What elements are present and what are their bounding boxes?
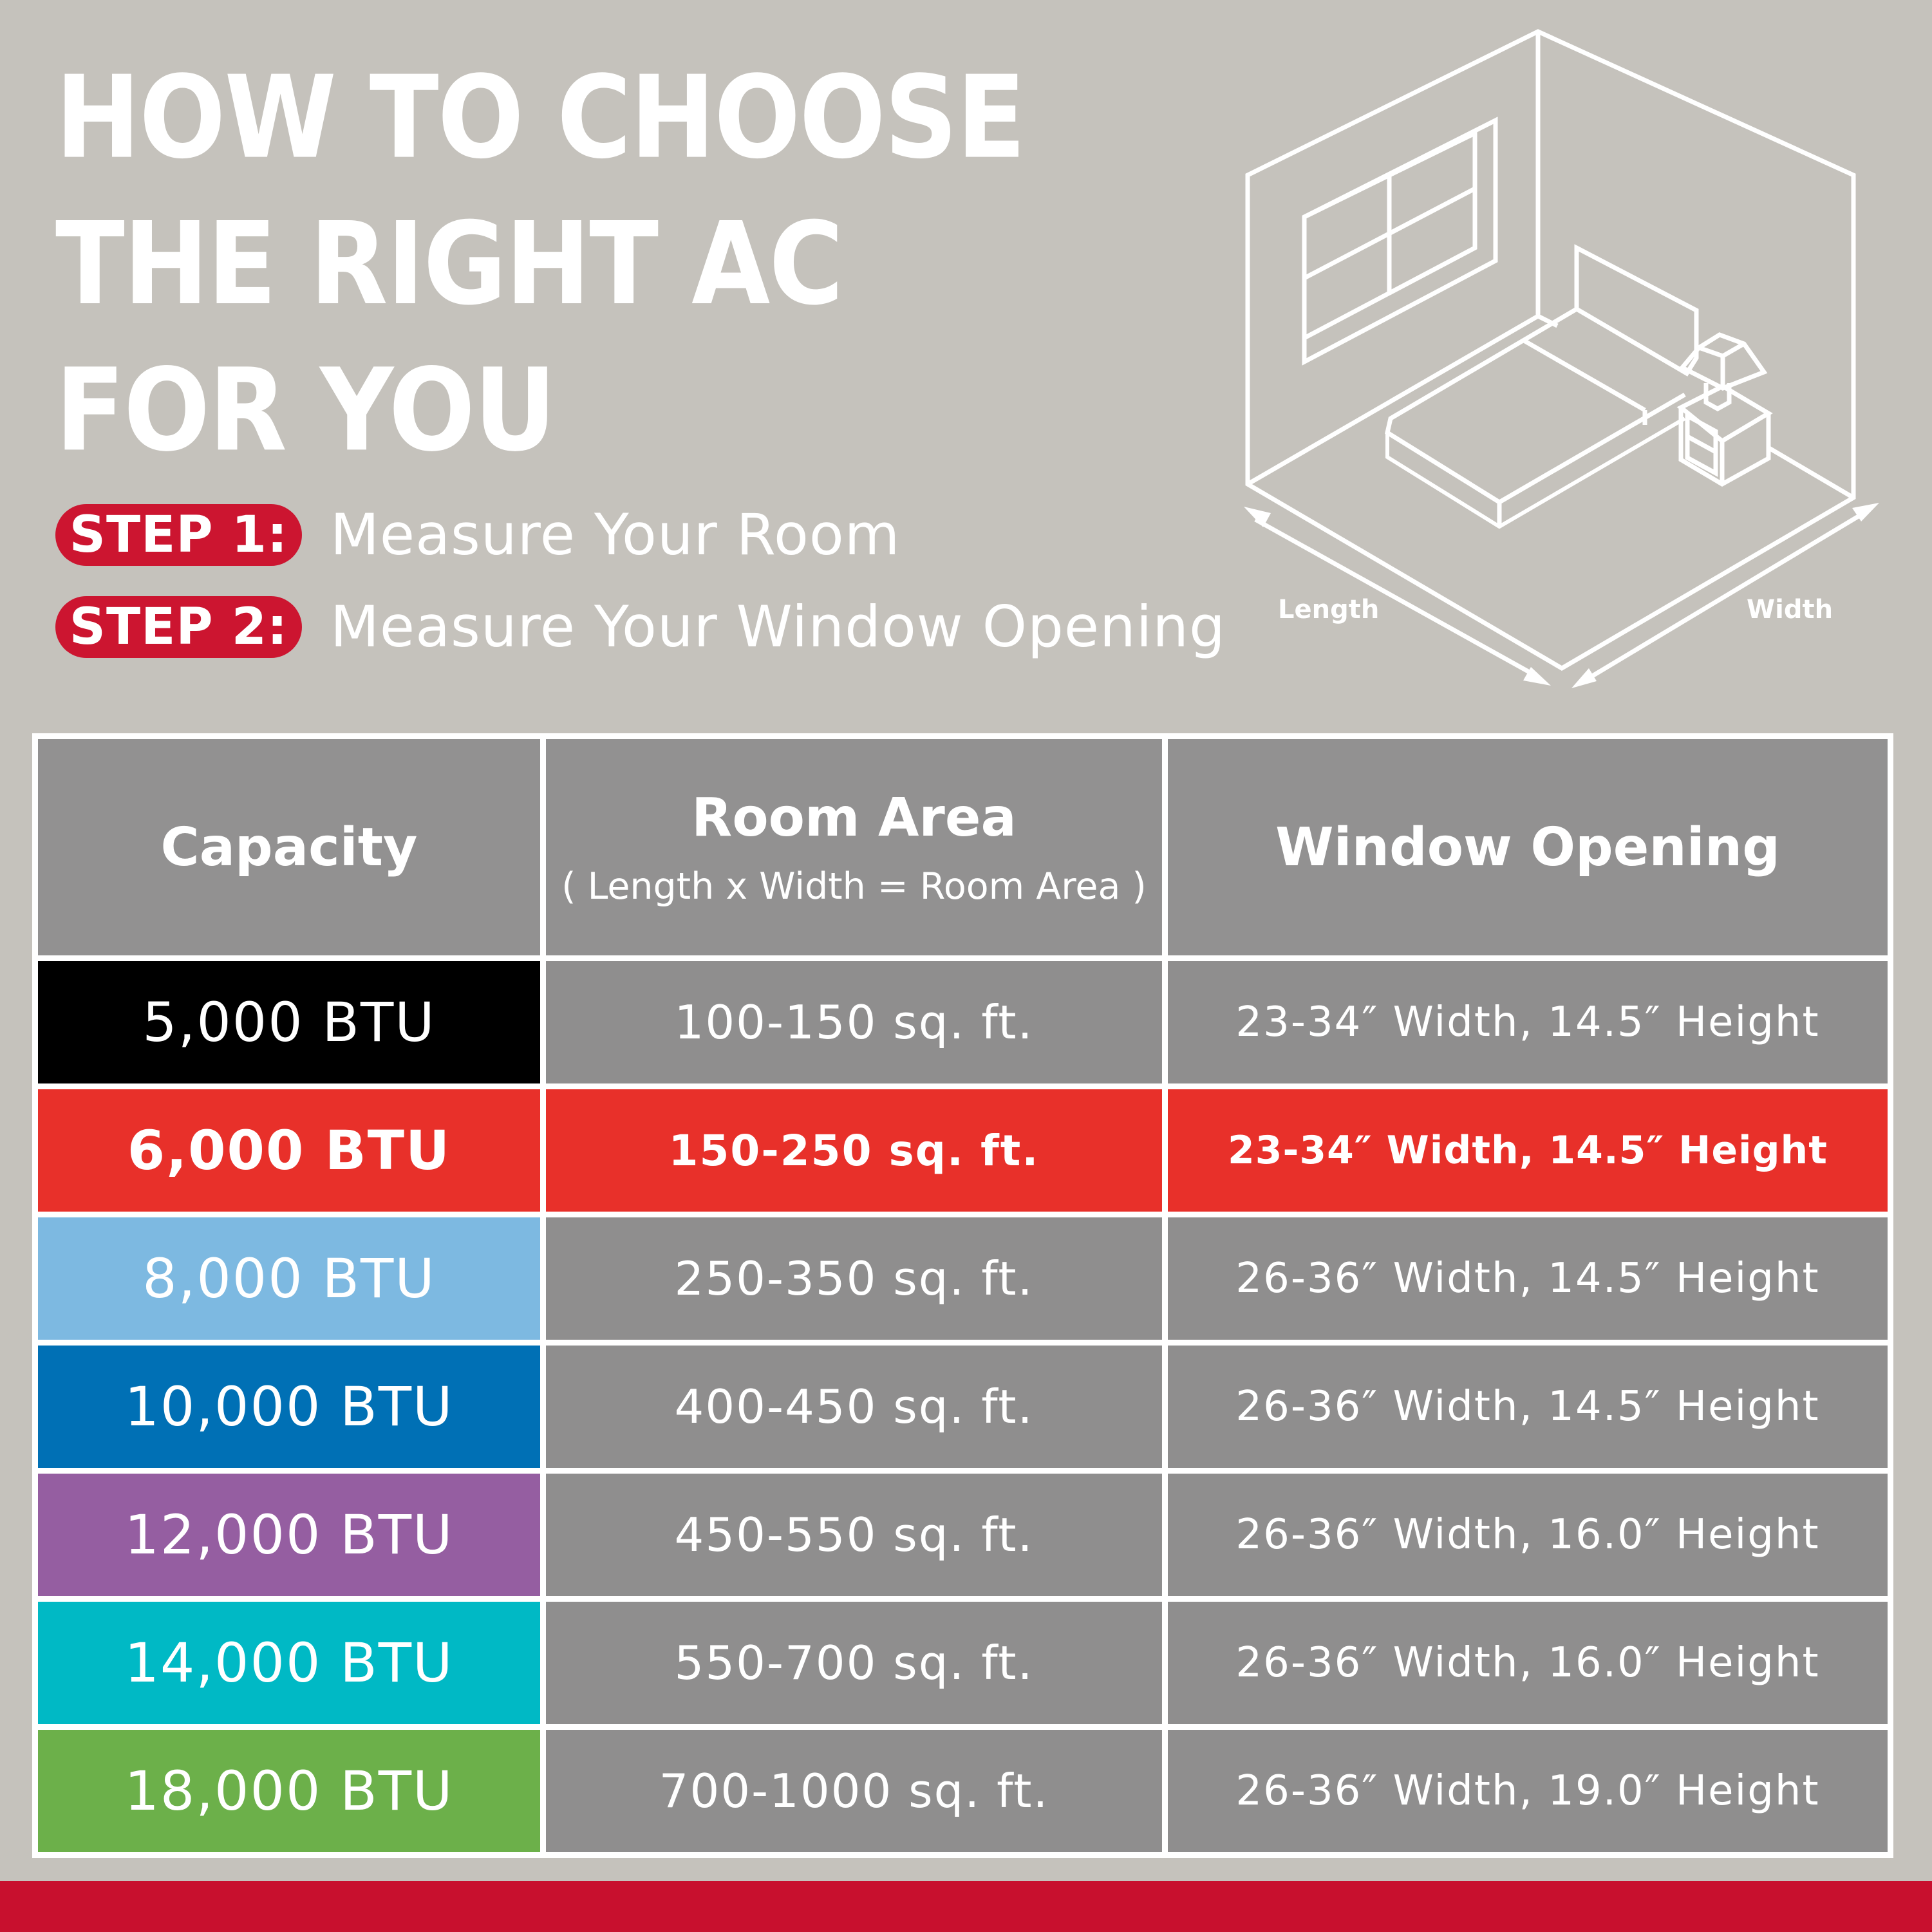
step-2-badge: STEP 2: [55,596,302,658]
table-cell-window: 23-34″ Width, 14.5″ Height [1168,1089,1888,1212]
table-cell-area: 150-250 sq. ft. [546,1089,1162,1212]
table-cell-window: 26-36″ Width, 14.5″ Height [1168,1217,1888,1340]
step-1-text: Measure Your Room [330,502,901,568]
header-capacity-label: Capacity [160,816,418,878]
nightstand-icon [1676,384,1773,487]
table-cell-area: 700-1000 sq. ft. [546,1730,1162,1852]
table-cell-capacity: 12,000 BTU [38,1474,540,1596]
window-icon [1302,117,1498,366]
header-room-area-label: Room Area [691,787,1017,849]
table-cell-window: 26-36″ Width, 16.0″ Height [1168,1602,1888,1724]
step-1: STEP 1: Measure Your Room [55,502,900,568]
table-cell-window: 26-36″ Width, 14.5″ Height [1168,1346,1888,1468]
room-floor-right-2 [1768,445,1855,500]
step-2: STEP 2: Measure Your Window Opening [55,594,1226,660]
table-cell-window: 26-36″ Width, 16.0″ Height [1168,1474,1888,1596]
width-label: Width [1747,595,1833,624]
title-line-2: THE RIGHT AC [55,198,843,331]
table-cell-window: 26-36″ Width, 19.0″ Height [1168,1730,1888,1852]
table-cell-capacity: 6,000 BTU [38,1089,540,1212]
lamp-icon [1678,332,1768,412]
header-room-area-subtitle: ( Length x Width = Room Area ) [561,865,1147,908]
header-capacity: Capacity [38,739,540,955]
table-cell-capacity: 5,000 BTU [38,961,540,1083]
table-cell-area: 100-150 sq. ft. [546,961,1162,1083]
bed-icon [1385,244,1699,529]
step-2-text: Measure Your Window Opening [330,594,1226,660]
width-arrow [1571,503,1879,688]
table-cell-window: 23-34″ Width, 14.5″ Height [1168,961,1888,1083]
page-title: HOW TO CHOOSE THE RIGHT AC FOR YOU [55,45,1026,484]
table-cell-area: 450-550 sq. ft. [546,1474,1162,1596]
header-window-opening: Window Opening [1168,739,1888,955]
ac-sizing-table: Capacity Room Area ( Length x Width = Ro… [32,733,1893,1858]
bottom-accent-bar [0,1881,1932,1932]
length-label: Length [1278,595,1379,624]
title-line-1: HOW TO CHOOSE [55,52,1026,185]
table-cell-capacity: 18,000 BTU [38,1730,540,1852]
header-room-area: Room Area ( Length x Width = Room Area ) [546,739,1162,955]
length-arrow [1244,507,1551,686]
step-1-badge: STEP 1: [55,503,302,566]
table-cell-area: 250-350 sq. ft. [546,1217,1162,1340]
table-cell-capacity: 8,000 BTU [38,1217,540,1340]
table-cell-area: 400-450 sq. ft. [546,1346,1162,1468]
title-line-3: FOR YOU [55,344,556,477]
table-cell-capacity: 14,000 BTU [38,1602,540,1724]
table-cell-capacity: 10,000 BTU [38,1346,540,1468]
room-illustration: Length Width [1244,29,1879,688]
header-window-opening-label: Window Opening [1275,816,1780,878]
table-cell-area: 550-700 sq. ft. [546,1602,1162,1724]
